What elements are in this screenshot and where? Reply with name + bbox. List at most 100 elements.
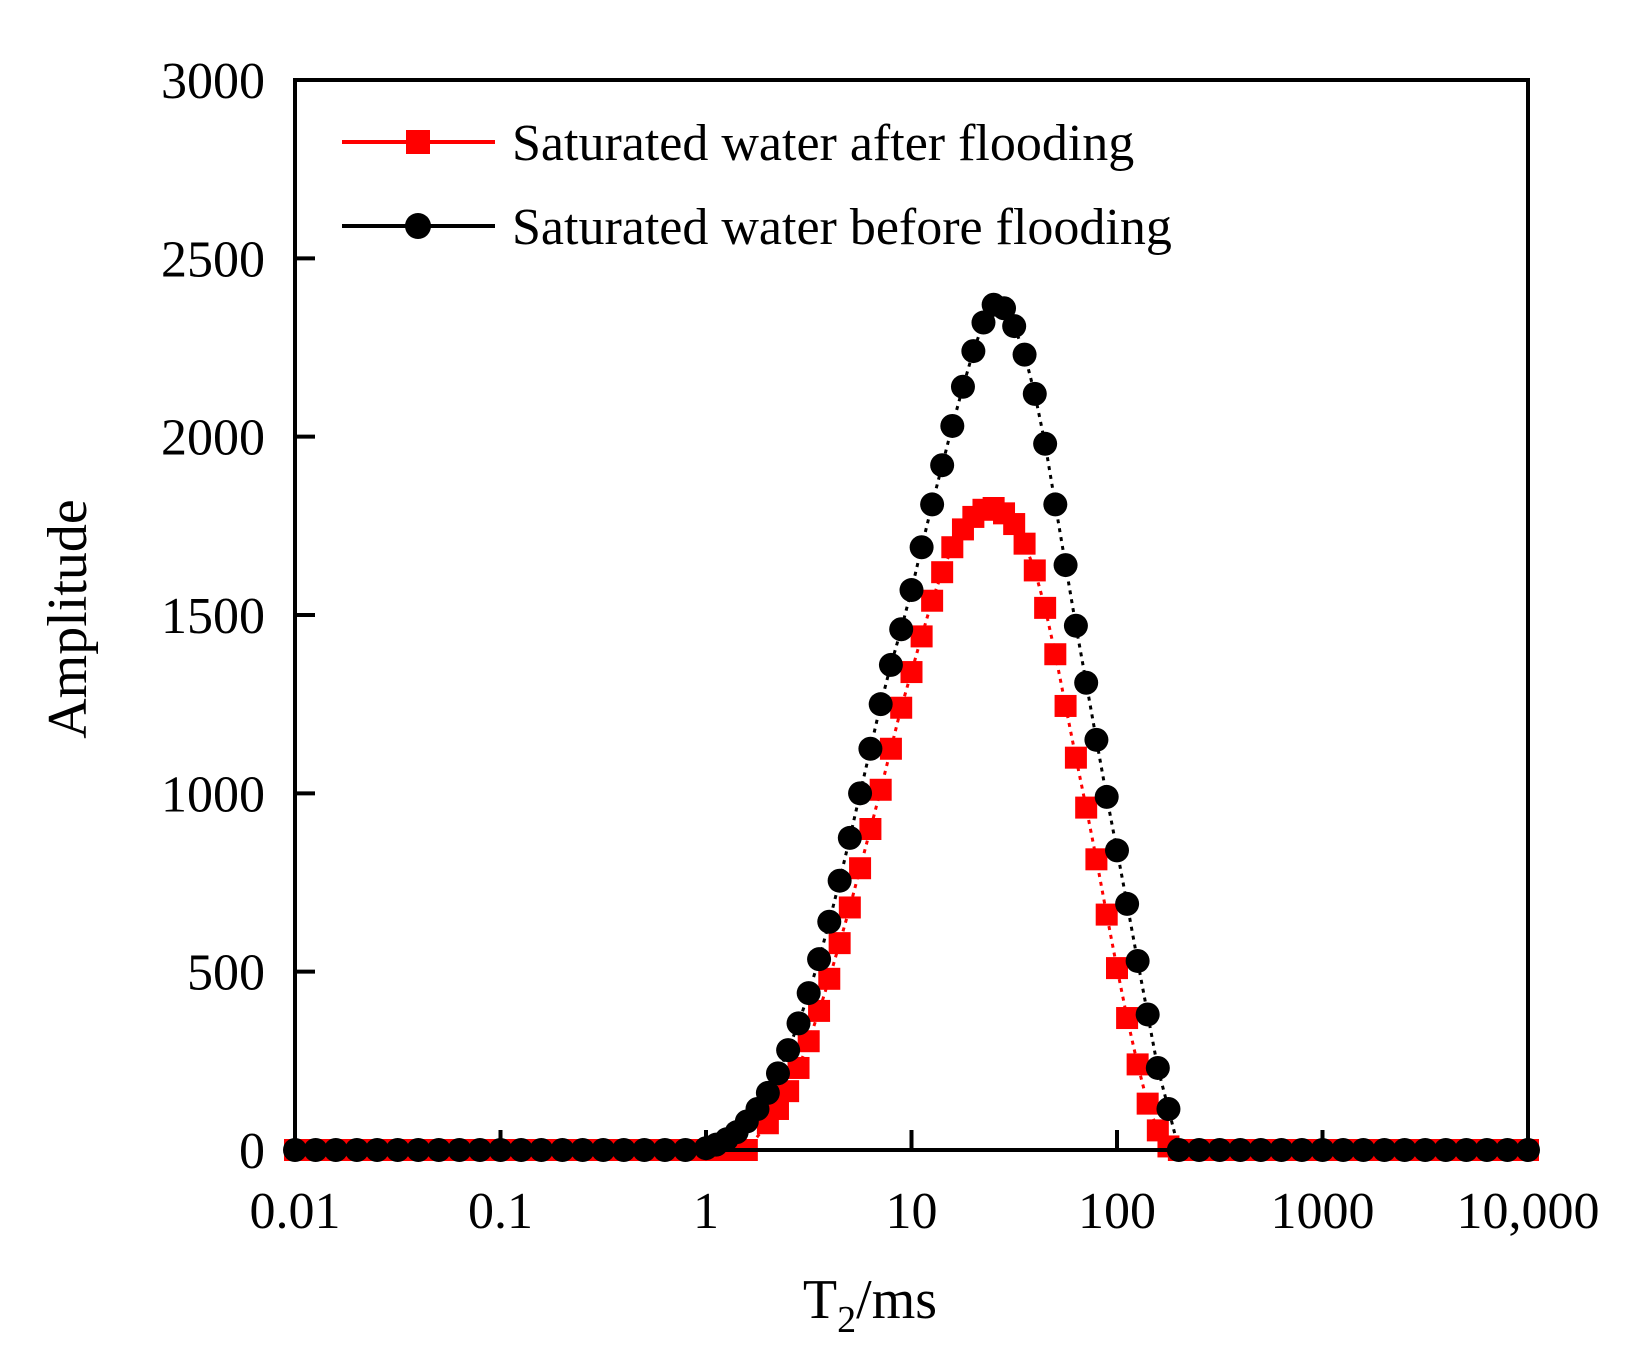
data-point bbox=[1095, 903, 1118, 926]
data-point bbox=[838, 896, 861, 919]
data-point bbox=[1085, 848, 1108, 871]
data-point bbox=[1084, 727, 1109, 752]
data-point bbox=[1003, 513, 1026, 536]
data-point bbox=[859, 818, 882, 840]
data-point bbox=[1022, 381, 1047, 406]
x-tick-label: 10 bbox=[886, 1183, 938, 1240]
legend-marker-square bbox=[406, 130, 430, 154]
data-point bbox=[921, 589, 944, 612]
data-point bbox=[1012, 342, 1037, 367]
legend-entry-after: Saturated water after flooding bbox=[342, 115, 1134, 172]
data-point bbox=[941, 536, 964, 559]
y-tick-label: 0 bbox=[239, 1123, 265, 1180]
x-tick-label: 1 bbox=[693, 1183, 719, 1240]
data-point bbox=[817, 909, 842, 934]
data-point bbox=[796, 981, 821, 1006]
y-tick-label: 1500 bbox=[161, 588, 265, 645]
x-axis: 0.01 0.1 1 10 100 1000 10,000 bbox=[250, 1130, 1600, 1240]
data-point bbox=[940, 413, 965, 438]
data-point bbox=[961, 339, 986, 364]
x-axis-title-main: T bbox=[803, 1269, 837, 1331]
y-tick-label: 500 bbox=[187, 945, 265, 1002]
data-point bbox=[879, 737, 902, 760]
data-point bbox=[808, 999, 831, 1022]
data-point bbox=[1002, 314, 1027, 339]
data-point bbox=[849, 857, 872, 880]
data-point bbox=[889, 617, 914, 642]
data-point bbox=[920, 492, 945, 517]
x-axis-title: T2/ms bbox=[803, 1269, 937, 1341]
legend-label-after: Saturated water after flooding bbox=[512, 115, 1134, 172]
data-point bbox=[1126, 1053, 1149, 1076]
data-point bbox=[1013, 532, 1036, 555]
data-point bbox=[1043, 492, 1068, 517]
data-point bbox=[971, 310, 996, 335]
data-point bbox=[776, 1038, 801, 1063]
data-point bbox=[786, 1011, 811, 1036]
data-point bbox=[992, 296, 1017, 321]
data-point bbox=[777, 1080, 800, 1103]
data-point bbox=[1145, 1055, 1170, 1080]
data-point bbox=[1023, 559, 1046, 582]
x-tick-label: 0.01 bbox=[250, 1183, 341, 1240]
data-point bbox=[1074, 670, 1099, 695]
data-point bbox=[797, 1030, 820, 1053]
data-point bbox=[1054, 694, 1077, 717]
x-axis-title-subscript: 2 bbox=[837, 1299, 856, 1341]
data-point bbox=[1075, 796, 1098, 819]
legend-label-before: Saturated water before flooding bbox=[512, 199, 1172, 256]
y-tick-label: 2000 bbox=[161, 410, 265, 467]
data-point bbox=[909, 535, 934, 560]
data-point bbox=[910, 625, 933, 648]
data-point bbox=[868, 692, 893, 717]
legend-marker-circle bbox=[405, 213, 431, 239]
series-before-flooding bbox=[283, 292, 1540, 1162]
data-point bbox=[900, 661, 923, 684]
data-point bbox=[828, 932, 851, 955]
data-point bbox=[1053, 553, 1078, 578]
y-axis-title: Amplitude bbox=[37, 499, 99, 739]
data-point bbox=[869, 778, 892, 801]
data-point bbox=[930, 453, 955, 478]
data-point bbox=[1115, 891, 1140, 916]
data-point bbox=[858, 736, 883, 761]
data-point bbox=[848, 781, 873, 806]
data-point bbox=[787, 1056, 810, 1079]
x-tick-label: 0.1 bbox=[468, 1183, 533, 1240]
data-point bbox=[827, 868, 852, 893]
legend: Saturated water after flooding Saturated… bbox=[342, 115, 1172, 256]
data-point bbox=[1105, 838, 1129, 863]
data-point bbox=[1135, 1002, 1160, 1027]
data-point bbox=[890, 696, 913, 719]
data-point bbox=[878, 652, 903, 677]
data-point bbox=[899, 578, 924, 603]
x-tick-label: 10,000 bbox=[1457, 1183, 1600, 1240]
data-point bbox=[818, 967, 841, 990]
y-axis: 0 500 1000 1500 2000 2500 3000 bbox=[161, 53, 315, 1180]
x-tick-label: 100 bbox=[1078, 1183, 1156, 1240]
y-tick-label: 3000 bbox=[161, 53, 265, 110]
data-point bbox=[950, 374, 975, 399]
data-point bbox=[765, 1061, 790, 1086]
data-point bbox=[1156, 1096, 1181, 1121]
x-tick-label: 1000 bbox=[1271, 1183, 1375, 1240]
data-point bbox=[1063, 613, 1088, 638]
data-point bbox=[1116, 1007, 1139, 1030]
data-point bbox=[1033, 431, 1058, 456]
data-point bbox=[931, 561, 954, 584]
data-point bbox=[807, 947, 832, 972]
data-point bbox=[837, 825, 862, 850]
data-point bbox=[1136, 1092, 1159, 1115]
data-point bbox=[1094, 784, 1119, 809]
data-point bbox=[1064, 746, 1087, 769]
data-point bbox=[1125, 948, 1150, 973]
data-point bbox=[1034, 596, 1057, 619]
series-layer bbox=[283, 292, 1540, 1162]
legend-entry-before: Saturated water before flooding bbox=[342, 199, 1172, 256]
y-tick-label: 2500 bbox=[161, 231, 265, 288]
data-point bbox=[1106, 957, 1128, 980]
x-axis-title-unit: /ms bbox=[856, 1269, 937, 1331]
data-point bbox=[755, 1080, 780, 1105]
